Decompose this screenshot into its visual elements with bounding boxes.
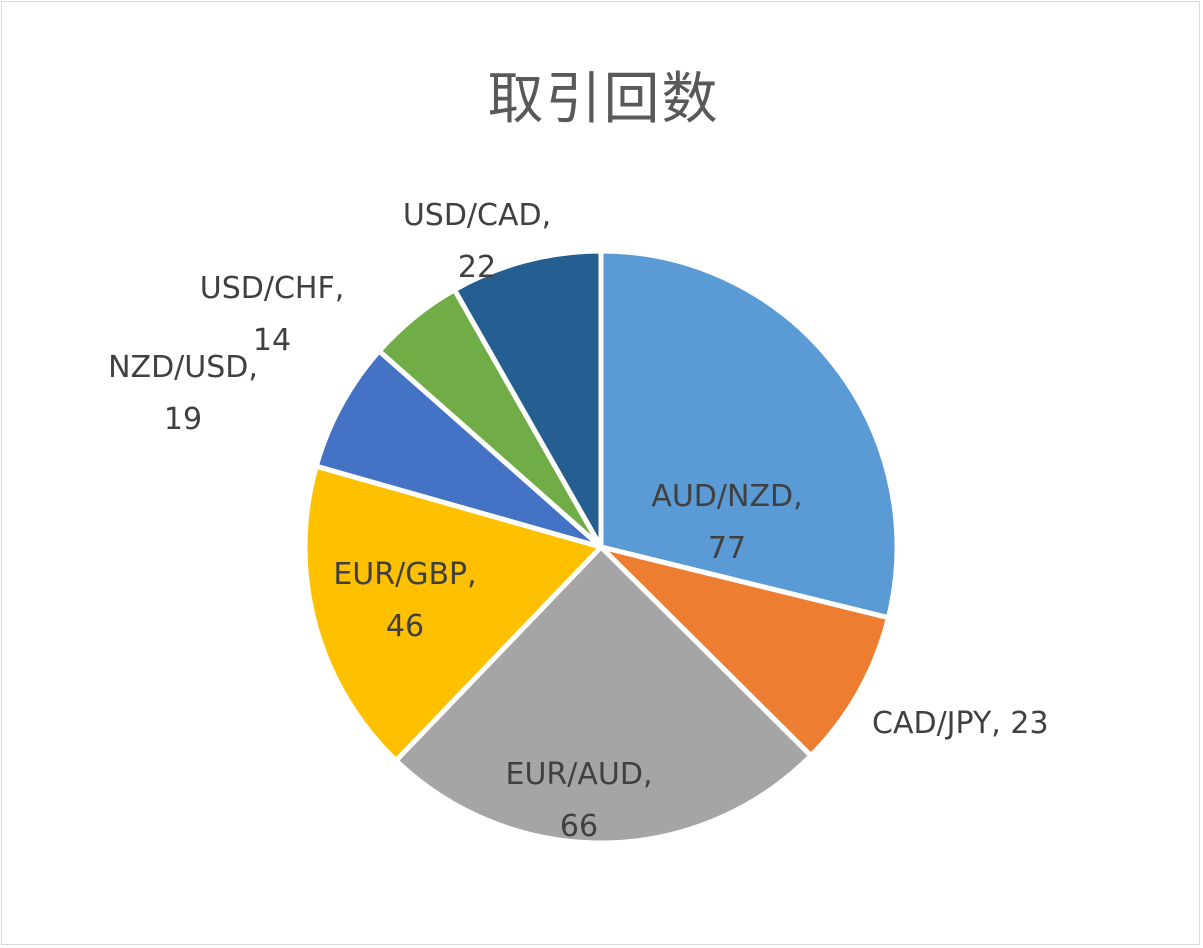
data-label-line: CAD/JPY, 23 [872, 706, 1049, 741]
pie-slice-nzd-usd [313, 348, 604, 550]
pie-labels: AUD/NZD, 77 CAD/JPY, 23 EUR/AUD, 66 EUR/GBP, 4… [108, 198, 1048, 844]
data-label-line: 19 [164, 402, 202, 437]
data-label-eur-aud: EUR/AUD, 66 [506, 757, 653, 844]
data-label-eur-gbp: EUR/GBP, 46 [333, 557, 476, 644]
data-label-line: USD/CAD, [403, 198, 551, 233]
pie-slice-usd-cad [452, 248, 604, 550]
data-label-cad-jpy: CAD/JPY, 23 [872, 706, 1049, 741]
data-label-usd-chf: USD/CHF, 14 [200, 271, 345, 358]
pie-slice-aud-nzd [598, 248, 900, 621]
pie-slices [302, 248, 900, 846]
data-label-line: 77 [708, 531, 746, 566]
data-label-line: EUR/AUD, [506, 757, 653, 792]
data-label-usd-cad: USD/CAD, 22 [403, 198, 551, 285]
data-label-line: 22 [458, 250, 496, 285]
pie-slice-eur-gbp [302, 463, 604, 764]
data-label-line: EUR/GBP, [333, 557, 476, 592]
pie-slice-eur-aud [393, 544, 814, 846]
data-label-line: AUD/NZD, [651, 479, 802, 514]
data-label-aud-nzd: AUD/NZD, 77 [651, 479, 802, 566]
data-label-line: USD/CHF, [200, 271, 345, 306]
chart-title: 取引回数 [487, 67, 720, 132]
data-label-line: 66 [560, 809, 598, 844]
data-label-line: 46 [386, 609, 424, 644]
data-label-line: NZD/USD, [108, 350, 258, 385]
pie-slice-cad-jpy [598, 544, 891, 759]
data-label-line: 14 [253, 323, 291, 358]
data-label-nzd-usd: NZD/USD, 19 [108, 350, 258, 437]
